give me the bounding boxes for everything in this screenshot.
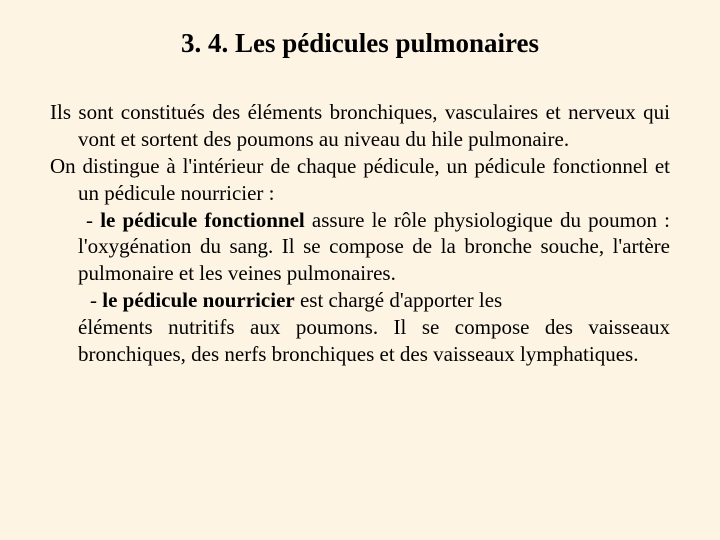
bullet-nourricier-line1: - le pédicule nourricier est chargé d'ap…	[50, 287, 670, 314]
paragraph-distinguish: On distingue à l'intérieur de chaque péd…	[50, 153, 670, 207]
p1-rest: sont constitués des éléments bronchiques…	[78, 100, 670, 151]
b2-bold: le pédicule nourricier	[102, 288, 294, 312]
bullet-nourricier-cont: éléments nutritifs aux poumons. Il se co…	[50, 314, 670, 368]
bullet-fonctionnel: - le pédicule fonctionnel assure le rôle…	[50, 207, 670, 288]
slide-body: Ils sont constitués des éléments bronchi…	[50, 99, 670, 368]
p2-rest: distingue à l'intérieur de chaque pédicu…	[78, 154, 670, 205]
slide-title: 3. 4. Les pédicules pulmonaires	[50, 28, 670, 59]
b2-dash: -	[90, 288, 102, 312]
b2-line1-rest: est chargé d'apporter les	[295, 288, 502, 312]
p2-lead: On	[50, 154, 83, 178]
b1-bold: le pédicule fonctionnel	[100, 208, 305, 232]
slide: 3. 4. Les pédicules pulmonaires Ils sont…	[0, 0, 720, 540]
b1-dash: -	[86, 208, 100, 232]
paragraph-intro: Ils sont constitués des éléments bronchi…	[50, 99, 670, 153]
p1-lead: Ils	[50, 100, 78, 124]
